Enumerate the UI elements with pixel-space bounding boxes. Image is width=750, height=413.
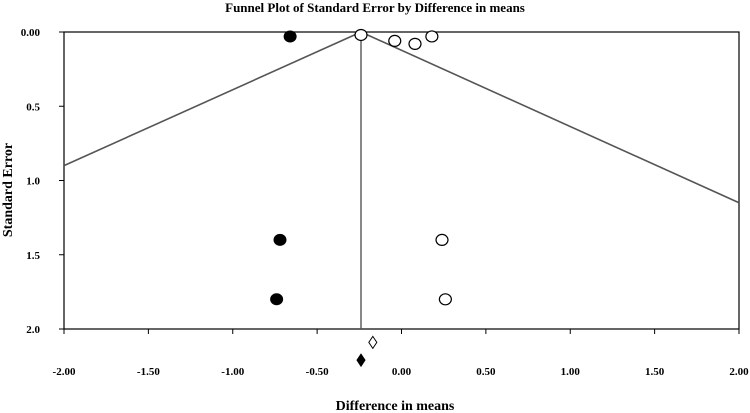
x-tick-label: 1.00 — [561, 366, 581, 378]
imputed-study-point — [270, 293, 284, 306]
y-tick-label: 2.0 — [26, 324, 40, 336]
funnel-line-1 — [63, 31, 362, 167]
observed-study-point — [438, 293, 452, 306]
y-axis-label: Standard Error — [1, 143, 16, 237]
x-tick-label: 1.50 — [645, 366, 665, 378]
observed-summary-diamond — [368, 335, 378, 350]
observed-study-point — [408, 37, 422, 50]
x-tick-label: -1.00 — [221, 366, 244, 378]
x-tick-label: -2.00 — [53, 366, 76, 378]
x-tick-label: 0.50 — [476, 366, 496, 378]
x-tick-label: -1.50 — [137, 366, 160, 378]
adjusted-summary-diamond — [356, 353, 366, 368]
funnel-line-2 — [360, 31, 740, 204]
y-tick-label: 0.00 — [21, 27, 41, 39]
x-tick-label: 2.00 — [729, 366, 749, 378]
chart-title: Funnel Plot of Standard Error by Differe… — [225, 0, 525, 15]
imputed-study-point — [283, 30, 297, 43]
x-axis-label: Difference in means — [336, 399, 455, 413]
observed-study-point — [435, 233, 449, 246]
x-tick-label: 0.00 — [392, 366, 412, 378]
y-tick-label: 0.5 — [26, 101, 40, 113]
x-tick-label: -0.50 — [306, 366, 329, 378]
y-tick-label: 1.0 — [26, 176, 40, 188]
observed-study-point — [425, 30, 439, 43]
y-tick-label: 1.5 — [26, 250, 40, 262]
imputed-study-point — [273, 233, 287, 246]
plot-area-frame — [63, 31, 740, 330]
observed-study-point — [388, 34, 402, 48]
observed-study-point — [354, 28, 368, 42]
